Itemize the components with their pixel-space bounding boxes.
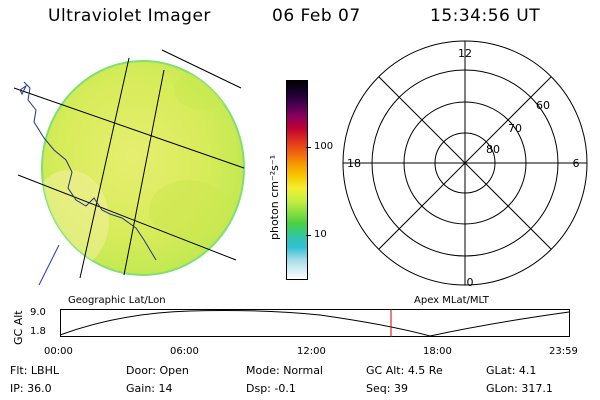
mlat-label-70: 70 — [508, 122, 522, 135]
altitude-tick-9: 9.0 — [30, 307, 46, 318]
altitude-axis-label: GC Alt — [12, 310, 25, 345]
mlt-label-18: 18 — [347, 157, 361, 170]
status-gain: Gain: 14 — [126, 382, 173, 395]
status-glon: GLon: 317.1 — [486, 382, 553, 395]
mlt-label-6: 6 — [573, 157, 580, 170]
mlt-label-0: 0 — [467, 276, 474, 289]
time-tick-1200: 12:00 — [297, 346, 326, 357]
coastline — [23, 81, 157, 261]
polar-mlat-mlt-plot: 12 6 0 18 80 70 60 — [342, 40, 588, 289]
status-mode: Mode: Normal — [246, 364, 323, 377]
color-bar — [286, 80, 308, 280]
mlt-label-12: 12 — [458, 47, 472, 60]
earth-disk-image — [13, 49, 245, 286]
geographic-grid-label: Geographic Lat/Lon — [68, 295, 166, 306]
altitude-plot — [59, 309, 570, 337]
status-gc-alt: GC Alt: 4.5 Re — [366, 364, 443, 377]
time-tick-2359: 23:59 — [549, 346, 578, 357]
instrument-title: Ultraviolet Imager — [48, 6, 211, 26]
status-filter: Flt: LBHL — [10, 364, 59, 377]
status-dsp: Dsp: -0.1 — [246, 382, 296, 395]
status-glat: GLat: 4.1 — [486, 364, 537, 377]
status-door: Door: Open — [126, 364, 189, 377]
colorbar-unit-label: photon cm⁻²s⁻¹ — [268, 154, 281, 240]
altitude-curve — [59, 310, 570, 337]
mlat-label-80: 80 — [486, 143, 500, 156]
altitude-plot-frame — [60, 309, 570, 337]
status-ip: IP: 36.0 — [10, 382, 52, 395]
geographic-grid — [13, 49, 245, 286]
time-tick-0600: 06:00 — [170, 346, 199, 357]
status-seq: Seq: 39 — [366, 382, 408, 395]
time-label: 15:34:56 UT — [430, 6, 541, 26]
magnetic-grid-label: Apex MLat/MLT — [414, 295, 489, 306]
time-tick-1800: 18:00 — [423, 346, 452, 357]
date-label: 06 Feb 07 — [272, 6, 361, 26]
colorbar-tick-100: 100 — [314, 141, 334, 152]
mlat-label-60: 60 — [536, 99, 550, 112]
colorbar-tick-10: 10 — [314, 229, 327, 240]
altitude-tick-1-8: 1.8 — [30, 326, 46, 337]
time-tick-0000: 00:00 — [44, 346, 73, 357]
